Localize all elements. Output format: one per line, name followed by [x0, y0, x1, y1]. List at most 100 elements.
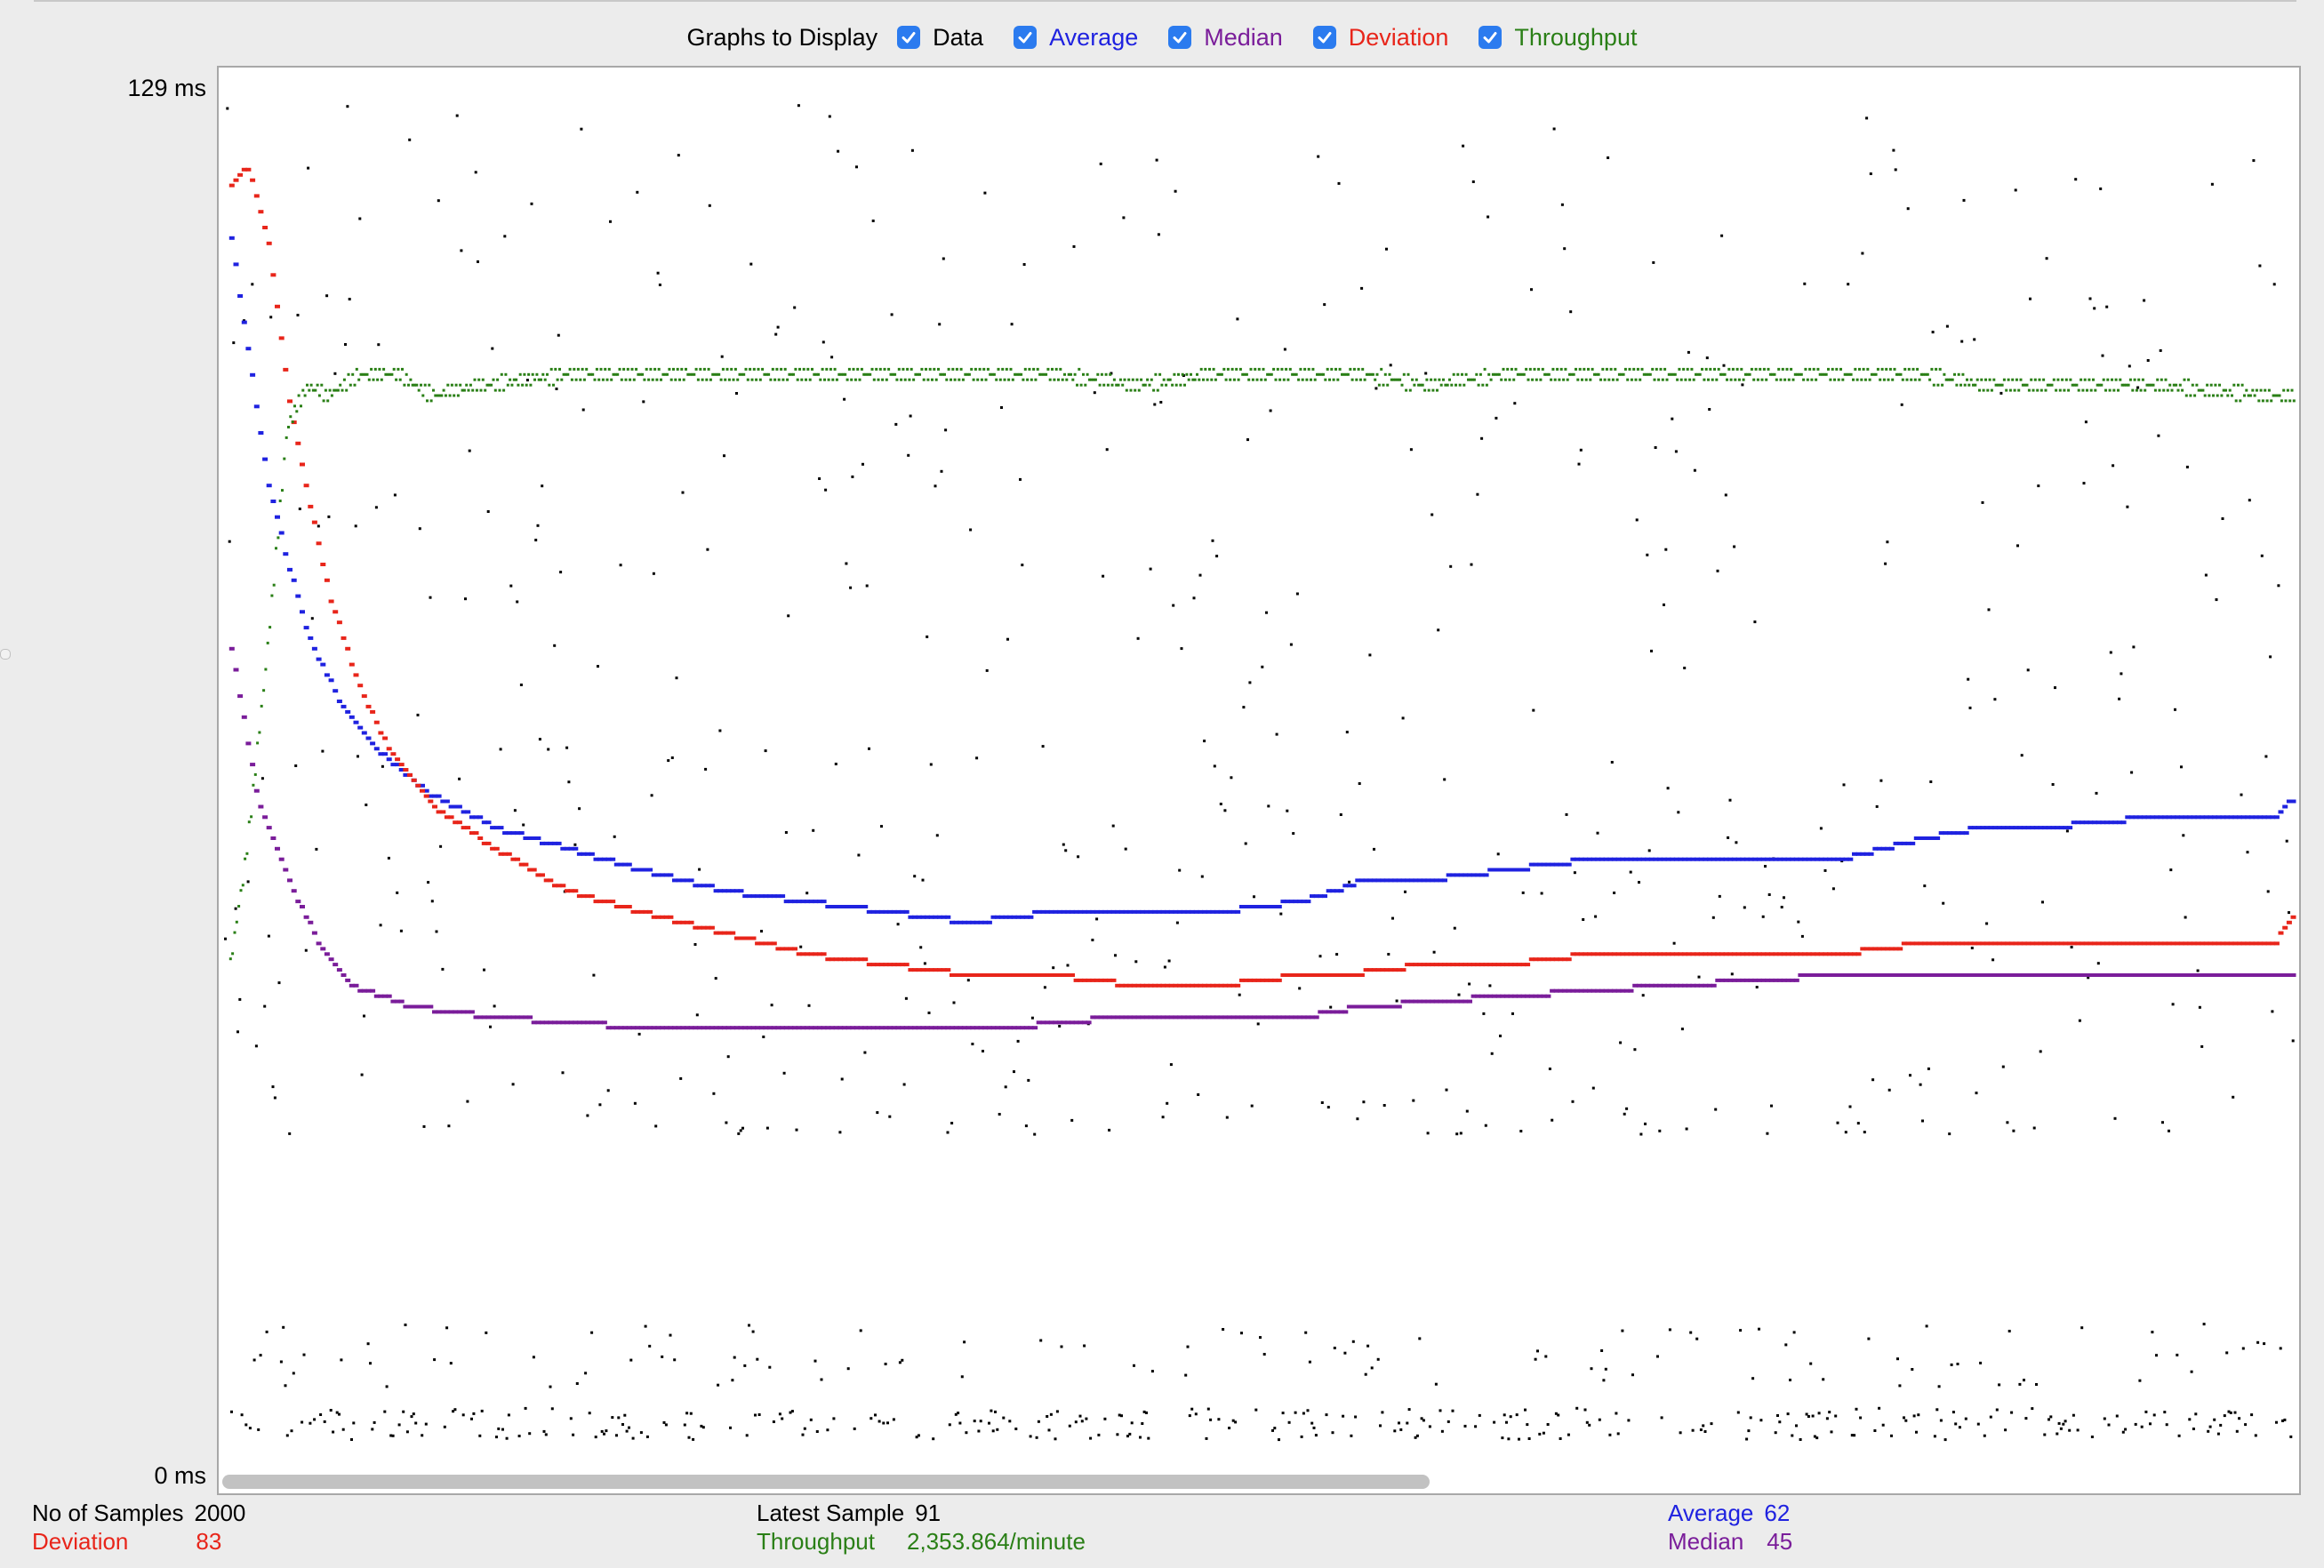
horizontal-scrollbar-thumb[interactable]: [222, 1475, 1430, 1489]
deviation-point: [2187, 941, 2193, 946]
data-point: [774, 332, 778, 336]
median-point: [262, 815, 268, 820]
data-point: [1391, 916, 1394, 920]
median-point: [1806, 973, 1812, 977]
average-point: [1611, 857, 1617, 861]
deviation-point: [2104, 941, 2110, 946]
average-checkbox[interactable]: [1014, 26, 1038, 49]
deviation-point: [1707, 952, 1712, 956]
throughput-point: [941, 372, 944, 376]
data-point: [1449, 564, 1453, 568]
average-point: [540, 841, 545, 845]
data-point: [580, 127, 583, 131]
deviation-point: [1545, 957, 1551, 962]
median-point: [1115, 1015, 1121, 1020]
data-point: [1451, 1409, 1455, 1412]
average-point: [1855, 852, 1862, 856]
data-point: [1286, 809, 1289, 812]
data-point: [1588, 1423, 1591, 1427]
data-point: [991, 1429, 995, 1433]
median-point: [1318, 1010, 1324, 1014]
throughput-point: [570, 378, 573, 381]
data-point: [2099, 187, 2103, 190]
median-point: [2183, 973, 2189, 977]
throughput-point: [1922, 372, 1926, 376]
median-point: [655, 1026, 661, 1030]
throughput-point: [1446, 383, 1449, 387]
throughput-point: [765, 372, 768, 376]
average-point: [978, 920, 984, 924]
data-point: [346, 105, 349, 108]
deviation-point: [1238, 978, 1245, 982]
throughput-point: [1671, 372, 1675, 376]
deviation-point: [2067, 941, 2073, 946]
median-point: [1905, 973, 1911, 977]
median-point: [1455, 999, 1460, 1004]
throughput-point: [2232, 383, 2236, 387]
throughput-point: [657, 367, 661, 371]
data-point: [1130, 1421, 1134, 1425]
throughput-point: [887, 367, 891, 371]
data-point: [1043, 986, 1046, 989]
average-point: [1355, 878, 1361, 883]
data-checkbox[interactable]: [897, 26, 921, 49]
throughput-point: [579, 378, 582, 381]
throughput-point: [1007, 378, 1011, 381]
split-pane-knob[interactable]: [0, 649, 11, 660]
throughput-point: [1516, 372, 1519, 376]
toggle-average[interactable]: Average: [1014, 24, 1138, 52]
average-point: [1450, 873, 1456, 877]
data-point: [1728, 798, 1732, 802]
deviation-point: [2050, 941, 2056, 946]
throughput-point: [1969, 378, 1973, 381]
data-point: [1077, 855, 1080, 859]
median-point: [2104, 973, 2110, 977]
throughput-point: [992, 372, 996, 376]
deviation-point: [448, 815, 454, 820]
average-point: [1115, 909, 1121, 914]
toggle-data[interactable]: Data: [897, 24, 983, 52]
throughput-point: [2069, 378, 2072, 381]
deviation-checkbox[interactable]: [1312, 26, 1336, 49]
toggle-deviation[interactable]: Deviation: [1312, 24, 1448, 52]
throughput-point: [2015, 378, 2018, 381]
median-point: [1202, 1015, 1207, 1020]
data-point: [1240, 1332, 1243, 1335]
deviation-point: [1305, 973, 1311, 977]
median-point: [506, 1015, 512, 1020]
throughput-point: [498, 388, 501, 392]
toggle-median[interactable]: Median: [1168, 24, 1283, 52]
median-point: [995, 1026, 1001, 1030]
median-point: [638, 1026, 645, 1030]
throughput-point: [459, 383, 462, 387]
data-point: [1892, 148, 1895, 152]
throughput-point: [413, 383, 416, 387]
median-point: [2232, 973, 2239, 977]
median-point: [2096, 973, 2102, 977]
data-point: [2118, 697, 2121, 700]
data-point: [1083, 1344, 1086, 1348]
average-point: [945, 915, 951, 919]
throughput-point: [1595, 372, 1599, 376]
median-point: [1839, 973, 1845, 977]
median-point: [1575, 988, 1580, 993]
throughput-point: [527, 372, 531, 376]
median-checkbox[interactable]: [1168, 26, 1192, 49]
deviation-point: [510, 857, 517, 861]
data-point: [2263, 1342, 2266, 1346]
throughput-point: [1603, 378, 1607, 381]
data-point: [787, 614, 790, 618]
deviation-point: [1318, 973, 1324, 977]
throughput-point: [2175, 383, 2178, 387]
throughput-checkbox[interactable]: [1479, 26, 1503, 49]
average-point: [1413, 878, 1419, 883]
data-point: [1225, 1116, 1229, 1119]
throughput-point: [272, 583, 276, 587]
toggle-throughput[interactable]: Throughput: [1479, 24, 1637, 52]
median-point: [1512, 994, 1519, 998]
throughput-point: [1734, 378, 1737, 381]
median-point: [1272, 1015, 1278, 1020]
deviation-point: [1118, 983, 1125, 988]
median-point: [2195, 973, 2201, 977]
deviation-point: [1396, 968, 1402, 972]
